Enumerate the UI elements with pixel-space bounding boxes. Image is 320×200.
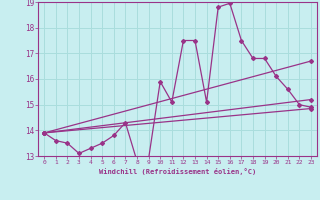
- X-axis label: Windchill (Refroidissement éolien,°C): Windchill (Refroidissement éolien,°C): [99, 168, 256, 175]
